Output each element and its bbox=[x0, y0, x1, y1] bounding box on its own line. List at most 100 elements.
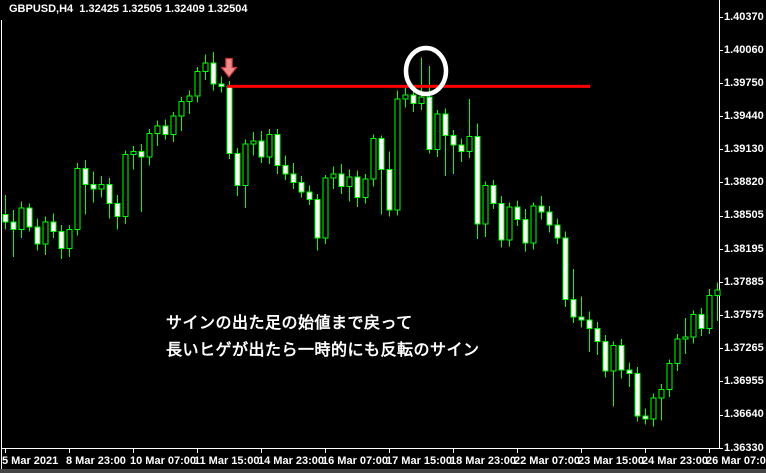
candle-body[interactable] bbox=[154, 125, 161, 134]
candle-body[interactable] bbox=[90, 183, 97, 190]
candle-body[interactable] bbox=[442, 113, 449, 136]
candle-body[interactable] bbox=[314, 198, 321, 239]
candle-body[interactable] bbox=[122, 154, 129, 217]
candle-body[interactable] bbox=[370, 138, 377, 180]
candle-body[interactable] bbox=[466, 135, 473, 152]
candle-body[interactable] bbox=[250, 140, 257, 145]
sell-signal-arrow-icon[interactable] bbox=[220, 57, 238, 78]
candle-body[interactable] bbox=[450, 134, 457, 146]
candle-body[interactable] bbox=[74, 167, 81, 230]
candle-body[interactable] bbox=[346, 176, 353, 188]
candle-body[interactable] bbox=[10, 221, 17, 230]
price-axis-label: 1.40060 bbox=[724, 43, 764, 56]
candle-body[interactable] bbox=[610, 345, 617, 372]
candle-body[interactable] bbox=[474, 135, 481, 225]
candle-body[interactable] bbox=[178, 100, 185, 117]
candle-body[interactable] bbox=[506, 206, 513, 241]
candle-body[interactable] bbox=[594, 328, 601, 342]
candle-body[interactable] bbox=[666, 363, 673, 390]
candle-body[interactable] bbox=[146, 132, 153, 158]
candle-body[interactable] bbox=[530, 205, 537, 244]
candle-body[interactable] bbox=[706, 294, 713, 330]
candle-body[interactable] bbox=[338, 173, 345, 188]
candle-body[interactable] bbox=[658, 388, 665, 399]
candle-body[interactable] bbox=[306, 191, 313, 200]
candle-body[interactable] bbox=[578, 316, 585, 321]
candle-body[interactable] bbox=[298, 181, 305, 193]
candle-body[interactable] bbox=[522, 219, 529, 244]
price-axis-label: 1.37265 bbox=[724, 341, 764, 354]
candle-body[interactable] bbox=[354, 176, 361, 198]
candle-body[interactable] bbox=[42, 221, 49, 245]
candle-body[interactable] bbox=[106, 183, 113, 205]
candle-body[interactable] bbox=[618, 345, 625, 371]
candle-body[interactable] bbox=[322, 177, 329, 239]
candle-body[interactable] bbox=[282, 164, 289, 175]
candle-body[interactable] bbox=[218, 83, 225, 87]
candle-body[interactable] bbox=[642, 415, 649, 420]
candle-body[interactable] bbox=[514, 206, 521, 221]
candle-body[interactable] bbox=[138, 150, 145, 158]
candle-body[interactable] bbox=[34, 226, 41, 245]
candle-body[interactable] bbox=[434, 113, 441, 150]
candle-body[interactable] bbox=[186, 95, 193, 102]
candle-body[interactable] bbox=[26, 207, 33, 228]
candle-body[interactable] bbox=[458, 144, 465, 152]
candle-body[interactable] bbox=[498, 203, 505, 241]
candle-body[interactable] bbox=[634, 372, 641, 417]
candle-body[interactable] bbox=[682, 336, 689, 340]
candle-body[interactable] bbox=[242, 143, 249, 187]
candle-body[interactable] bbox=[586, 319, 593, 330]
candle-body[interactable] bbox=[210, 62, 217, 85]
candle-body[interactable] bbox=[194, 70, 201, 97]
candle-body[interactable] bbox=[170, 115, 177, 135]
candle-body[interactable] bbox=[378, 138, 385, 171]
highlight-circle[interactable] bbox=[403, 45, 449, 97]
candle-body[interactable] bbox=[50, 221, 57, 232]
candle-body[interactable] bbox=[674, 338, 681, 365]
candle-body[interactable] bbox=[698, 314, 705, 330]
candle-body[interactable] bbox=[426, 96, 433, 150]
candle-body[interactable] bbox=[418, 96, 425, 104]
candle-body[interactable] bbox=[258, 140, 265, 158]
candle-body[interactable] bbox=[650, 397, 657, 420]
time-axis-label: 8 Mar 23:00 bbox=[66, 455, 126, 467]
candle-body[interactable] bbox=[18, 207, 25, 230]
candle-body[interactable] bbox=[554, 224, 561, 239]
candle-body[interactable] bbox=[58, 230, 65, 250]
candle-body[interactable] bbox=[290, 173, 297, 183]
candle-body[interactable] bbox=[98, 183, 105, 190]
candle-body[interactable] bbox=[714, 289, 721, 296]
candle-body[interactable] bbox=[482, 185, 489, 225]
time-axis-label: 14 Mar 23:00 bbox=[258, 455, 325, 467]
candle-body[interactable] bbox=[538, 205, 545, 213]
candle-body[interactable] bbox=[410, 94, 417, 104]
candle-body[interactable] bbox=[82, 167, 89, 185]
candle-body[interactable] bbox=[690, 314, 697, 338]
candle-body[interactable] bbox=[362, 178, 369, 198]
candle-body[interactable] bbox=[546, 211, 553, 226]
candle-body[interactable] bbox=[402, 94, 409, 100]
candle-body[interactable] bbox=[562, 237, 569, 301]
candle-body[interactable] bbox=[394, 98, 401, 211]
candle-body[interactable] bbox=[490, 185, 497, 205]
candle-body[interactable] bbox=[274, 133, 281, 166]
candle-body[interactable] bbox=[330, 173, 337, 179]
candle-body[interactable] bbox=[626, 369, 633, 374]
candle-body[interactable] bbox=[602, 340, 609, 372]
candle-body[interactable] bbox=[570, 299, 577, 318]
price-axis-label: 1.37575 bbox=[724, 308, 764, 321]
candle-body[interactable] bbox=[386, 169, 393, 211]
candle-body[interactable] bbox=[66, 228, 73, 250]
candle-body[interactable] bbox=[130, 150, 137, 156]
candle-body[interactable] bbox=[226, 85, 233, 155]
candle-body[interactable] bbox=[234, 153, 241, 187]
price-axis-label: 1.38505 bbox=[724, 209, 764, 222]
candle-body[interactable] bbox=[114, 203, 121, 217]
candle-body[interactable] bbox=[2, 213, 9, 223]
candle-body[interactable] bbox=[162, 125, 169, 135]
price-axis-label: 1.39130 bbox=[724, 142, 764, 155]
candle-body[interactable] bbox=[266, 133, 273, 158]
candle-body[interactable] bbox=[202, 62, 209, 72]
